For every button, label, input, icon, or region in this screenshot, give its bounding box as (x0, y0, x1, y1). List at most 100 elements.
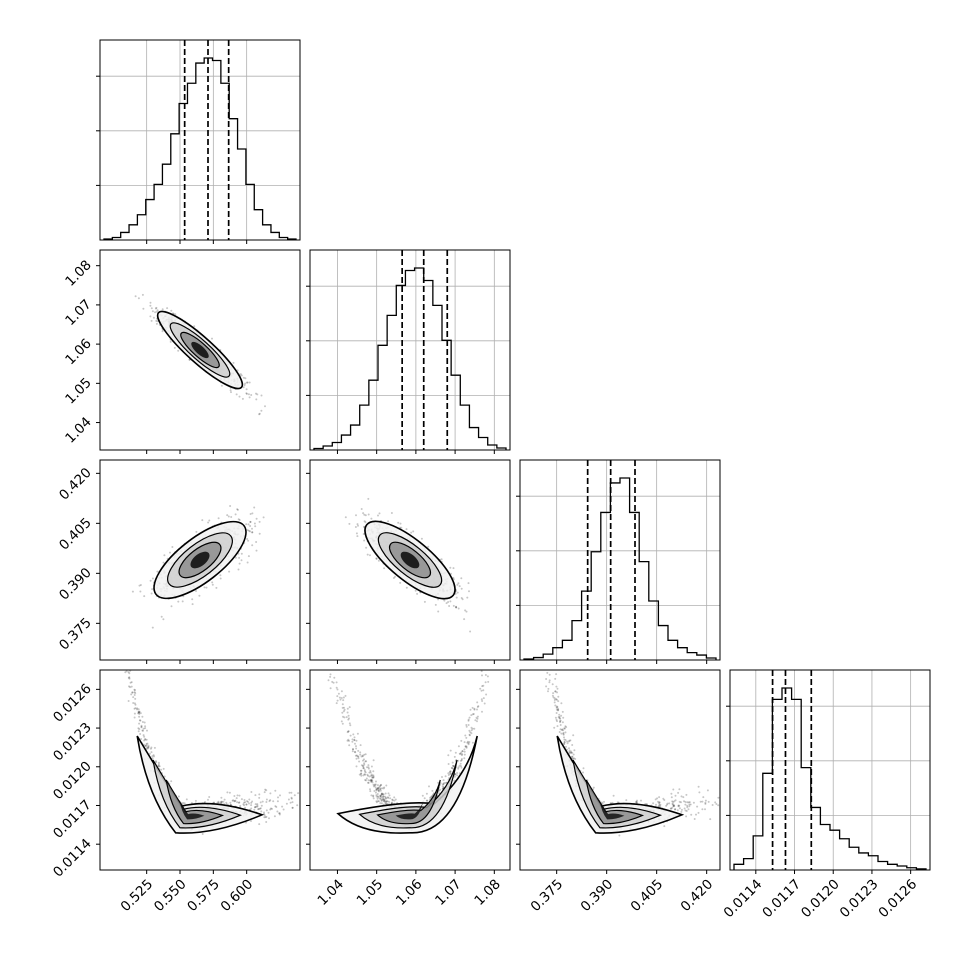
scatter-point (447, 763, 450, 765)
scatter-point (352, 733, 355, 736)
scatter-point (365, 779, 367, 782)
scatter-point (465, 610, 468, 613)
scatter-point (360, 772, 363, 775)
scatter-point (245, 523, 248, 526)
scatter-point (686, 804, 689, 807)
scatter-point (367, 764, 370, 767)
scatter-point (220, 802, 223, 805)
scatter-point (383, 798, 386, 801)
scatter-point (229, 801, 232, 804)
scatter-point (471, 706, 474, 709)
scatter-point (219, 801, 222, 804)
scatter-point (229, 389, 232, 392)
scatter-point (217, 801, 220, 804)
scatter-point (264, 788, 267, 791)
scatter-point (364, 773, 367, 776)
scatter-point (382, 793, 385, 796)
scatter-point (453, 755, 456, 758)
scatter-point (246, 538, 249, 540)
scatter-point (251, 531, 254, 534)
scatter-point (372, 797, 375, 800)
scatter-point (150, 751, 153, 754)
scatter-point (144, 727, 147, 730)
scatter-point (452, 764, 455, 767)
scatter-point (205, 586, 208, 589)
scatter-point (461, 750, 464, 753)
scatter-point (376, 787, 379, 790)
scatter-point (249, 530, 252, 533)
scatter-point (144, 745, 147, 747)
scatter-point (247, 539, 250, 542)
scatter-point (376, 784, 379, 787)
scatter-point (456, 591, 459, 594)
scatter-point (233, 800, 236, 803)
scatter-point (377, 514, 379, 517)
scatter-point (381, 798, 384, 801)
scatter-point (366, 553, 369, 556)
density-peak (190, 551, 210, 569)
scatter-point (548, 679, 551, 682)
scatter-point (390, 512, 393, 514)
scatter-point (282, 808, 285, 811)
scatter-point (461, 750, 464, 753)
scatter-point (440, 558, 443, 561)
scatter-point (262, 516, 265, 519)
scatter-point (568, 747, 570, 750)
scatter-point (466, 596, 469, 599)
scatter-point (133, 707, 136, 710)
scatter-point (383, 800, 386, 803)
scatter-point (465, 736, 468, 739)
scatter-point (226, 514, 229, 517)
scatter-point (381, 796, 384, 799)
scatter-point (263, 791, 266, 794)
scatter-point (392, 577, 395, 579)
scatter-point (362, 512, 365, 515)
scatter-point (150, 319, 153, 322)
scatter-point (244, 377, 247, 380)
scatter-point (177, 600, 180, 603)
scatter-point (470, 726, 473, 729)
scatter-point (304, 604, 306, 606)
scatter-point (381, 793, 383, 796)
scatter-point (635, 800, 638, 803)
scatter-point (427, 545, 430, 548)
scatter-point (227, 515, 230, 518)
scatter-point (362, 767, 365, 770)
scatter-point (684, 809, 687, 812)
scatter-point (151, 626, 154, 629)
scatter-point (410, 531, 413, 534)
scatter-point (372, 774, 375, 777)
scatter-point (379, 794, 382, 797)
scatter-point (234, 513, 237, 516)
scatter-point (463, 750, 466, 753)
scatter-point (237, 801, 240, 804)
scatter-point (690, 813, 693, 816)
scatter-point (246, 800, 248, 803)
scatter-point (147, 745, 150, 748)
scatter-point (90, 452, 92, 454)
scatter-point (296, 804, 299, 807)
scatter-point (364, 779, 367, 781)
scatter-point (157, 761, 160, 764)
scatter-point (488, 666, 490, 668)
scatter-point (201, 519, 204, 522)
scatter-point (149, 747, 152, 750)
scatter-point (359, 744, 362, 747)
scatter-point (467, 742, 470, 745)
scatter-point (133, 691, 136, 694)
scatter-point (131, 590, 134, 593)
scatter-point (385, 802, 388, 805)
scatter-point (672, 804, 675, 807)
scatter-point (466, 741, 469, 744)
scatter-point (131, 691, 134, 694)
scatter-point (364, 753, 367, 756)
scatter-point (363, 762, 366, 765)
scatter-point (572, 734, 575, 737)
scatter-point (260, 810, 263, 813)
scatter-point (161, 308, 164, 311)
scatter-point (128, 676, 131, 679)
scatter-point (717, 804, 720, 807)
scatter-point (142, 727, 145, 730)
scatter-point (572, 753, 575, 756)
panel-content (131, 505, 265, 629)
